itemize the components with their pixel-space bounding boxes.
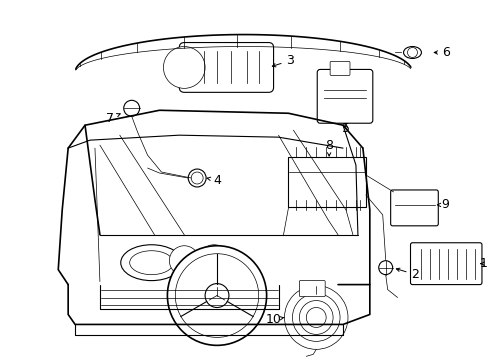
- Text: 1: 1: [479, 257, 487, 270]
- Circle shape: [188, 169, 205, 187]
- Text: 2: 2: [396, 268, 419, 281]
- Circle shape: [169, 246, 199, 276]
- Circle shape: [163, 46, 204, 88]
- Circle shape: [378, 261, 392, 275]
- Circle shape: [198, 245, 229, 276]
- FancyBboxPatch shape: [329, 62, 349, 75]
- Circle shape: [407, 48, 417, 58]
- Circle shape: [175, 254, 258, 337]
- Text: 4: 4: [206, 174, 221, 186]
- FancyBboxPatch shape: [288, 157, 365, 207]
- Text: 3: 3: [272, 54, 294, 67]
- FancyBboxPatch shape: [390, 190, 437, 226]
- Text: 5: 5: [341, 122, 349, 135]
- Ellipse shape: [403, 46, 421, 58]
- FancyBboxPatch shape: [317, 69, 372, 123]
- Circle shape: [123, 100, 140, 116]
- Circle shape: [204, 284, 228, 307]
- FancyBboxPatch shape: [299, 280, 325, 297]
- FancyBboxPatch shape: [179, 42, 273, 92]
- Ellipse shape: [129, 251, 173, 275]
- Text: 9: 9: [436, 198, 448, 211]
- Text: 6: 6: [433, 46, 449, 59]
- Text: 7: 7: [105, 112, 120, 125]
- Ellipse shape: [121, 245, 182, 280]
- Circle shape: [167, 246, 266, 345]
- Circle shape: [191, 172, 203, 184]
- Text: 10: 10: [265, 313, 284, 326]
- Text: 8: 8: [325, 139, 332, 156]
- FancyBboxPatch shape: [409, 243, 481, 285]
